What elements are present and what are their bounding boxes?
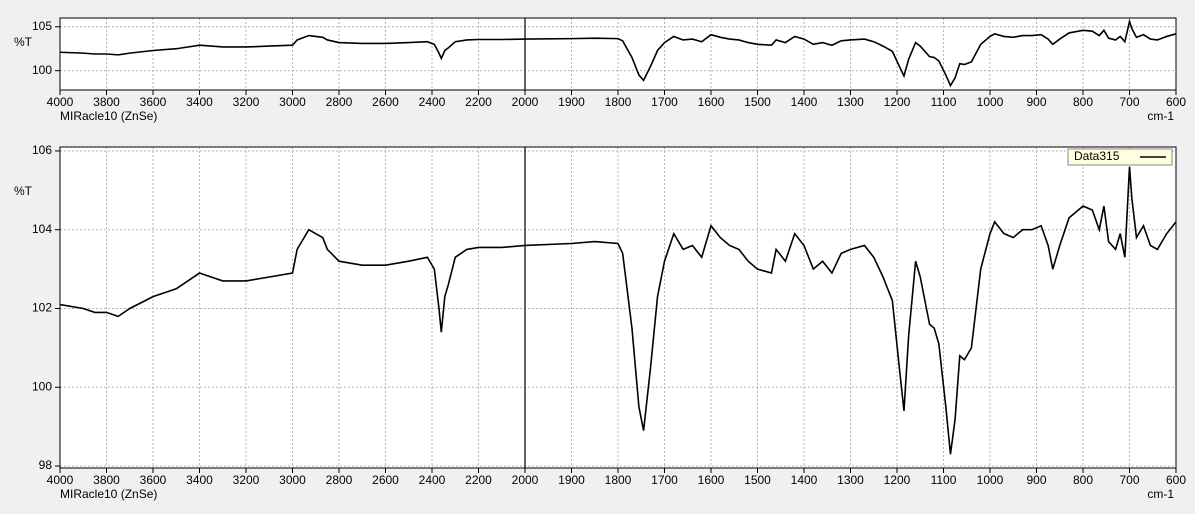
x-tick-label: 700 [1119, 473, 1139, 487]
x-tick-label: 1800 [605, 95, 632, 109]
x-tick-label: 1700 [651, 473, 678, 487]
x-tick-label: 2400 [419, 473, 446, 487]
x-tick-label: 4000 [47, 473, 74, 487]
x-tick-label: 3000 [279, 95, 306, 109]
x-tick-label: 4000 [47, 95, 74, 109]
x-tick-label: 700 [1119, 95, 1139, 109]
x-tick-label: 2800 [326, 473, 353, 487]
x-axis-label: MIRacle10 (ZnSe) [60, 109, 157, 123]
x-tick-label: 1700 [651, 95, 678, 109]
x-tick-label: 800 [1073, 95, 1093, 109]
y-tick-label: 106 [32, 143, 52, 157]
x-tick-label: 2000 [512, 95, 539, 109]
x-tick-label: 1500 [744, 95, 771, 109]
x-tick-label: 1000 [977, 95, 1004, 109]
plot-frame [59, 17, 1177, 91]
x-tick-label: 600 [1166, 95, 1186, 109]
x-tick-label: 1300 [837, 95, 864, 109]
y-tick-label: 100 [32, 379, 52, 393]
y-axis-label: %T [14, 184, 33, 198]
y-tick-label: 98 [39, 458, 53, 472]
y-axis-label: %T [14, 35, 33, 49]
x-tick-label: 1900 [558, 473, 585, 487]
x-tick-label: 3600 [140, 473, 167, 487]
x-tick-label: 1100 [931, 473, 957, 487]
x-tick-label: 2800 [326, 95, 353, 109]
x-tick-label: 3200 [233, 473, 260, 487]
x-tick-label: 3600 [140, 95, 167, 109]
x-tick-label: 1500 [744, 473, 771, 487]
x-tick-label: 1600 [698, 95, 725, 109]
x-tick-label: 2000 [512, 473, 539, 487]
x-tick-label: 1400 [791, 95, 818, 109]
plot-frame [59, 146, 1177, 469]
y-tick-label: 100 [32, 63, 52, 77]
x-tick-label: 3400 [186, 473, 213, 487]
spectrum-line [59, 18, 1177, 88]
x-tick-label: 1800 [605, 473, 632, 487]
legend-box [1067, 148, 1173, 166]
x-tick-label: 900 [1026, 95, 1046, 109]
x-tick-label: 3800 [93, 95, 120, 109]
x-tick-label: 600 [1166, 473, 1186, 487]
spectrum-line [59, 166, 1177, 455]
x-tick-label: 2200 [465, 473, 492, 487]
x-axis-label: MIRacle10 (ZnSe) [60, 487, 157, 501]
x-tick-label: 1200 [884, 473, 911, 487]
x-tick-label: 3400 [186, 95, 213, 109]
x-tick-label: 1000 [977, 473, 1004, 487]
legend-label: Data315 [1074, 149, 1120, 163]
x-tick-label: 900 [1026, 473, 1046, 487]
x-tick-label: 1400 [791, 473, 818, 487]
y-tick-label: 104 [32, 222, 52, 236]
y-tick-label: 105 [32, 19, 52, 33]
x-tick-label: 3800 [93, 473, 120, 487]
x-tick-label: 1200 [884, 95, 911, 109]
x-tick-label: 1600 [698, 473, 725, 487]
x-tick-label: 2600 [372, 95, 399, 109]
x-unit-label: cm-1 [1147, 487, 1174, 501]
x-tick-label: 2400 [419, 95, 446, 109]
x-tick-label: 1100 [931, 95, 957, 109]
y-tick-label: 102 [32, 301, 52, 315]
x-unit-label: cm-1 [1147, 109, 1174, 123]
x-tick-label: 1900 [558, 95, 585, 109]
x-tick-label: 3000 [279, 473, 306, 487]
x-tick-label: 2200 [465, 95, 492, 109]
x-tick-label: 800 [1073, 473, 1093, 487]
x-tick-label: 2600 [372, 473, 399, 487]
x-tick-label: 3200 [233, 95, 260, 109]
x-tick-label: 1300 [837, 473, 864, 487]
